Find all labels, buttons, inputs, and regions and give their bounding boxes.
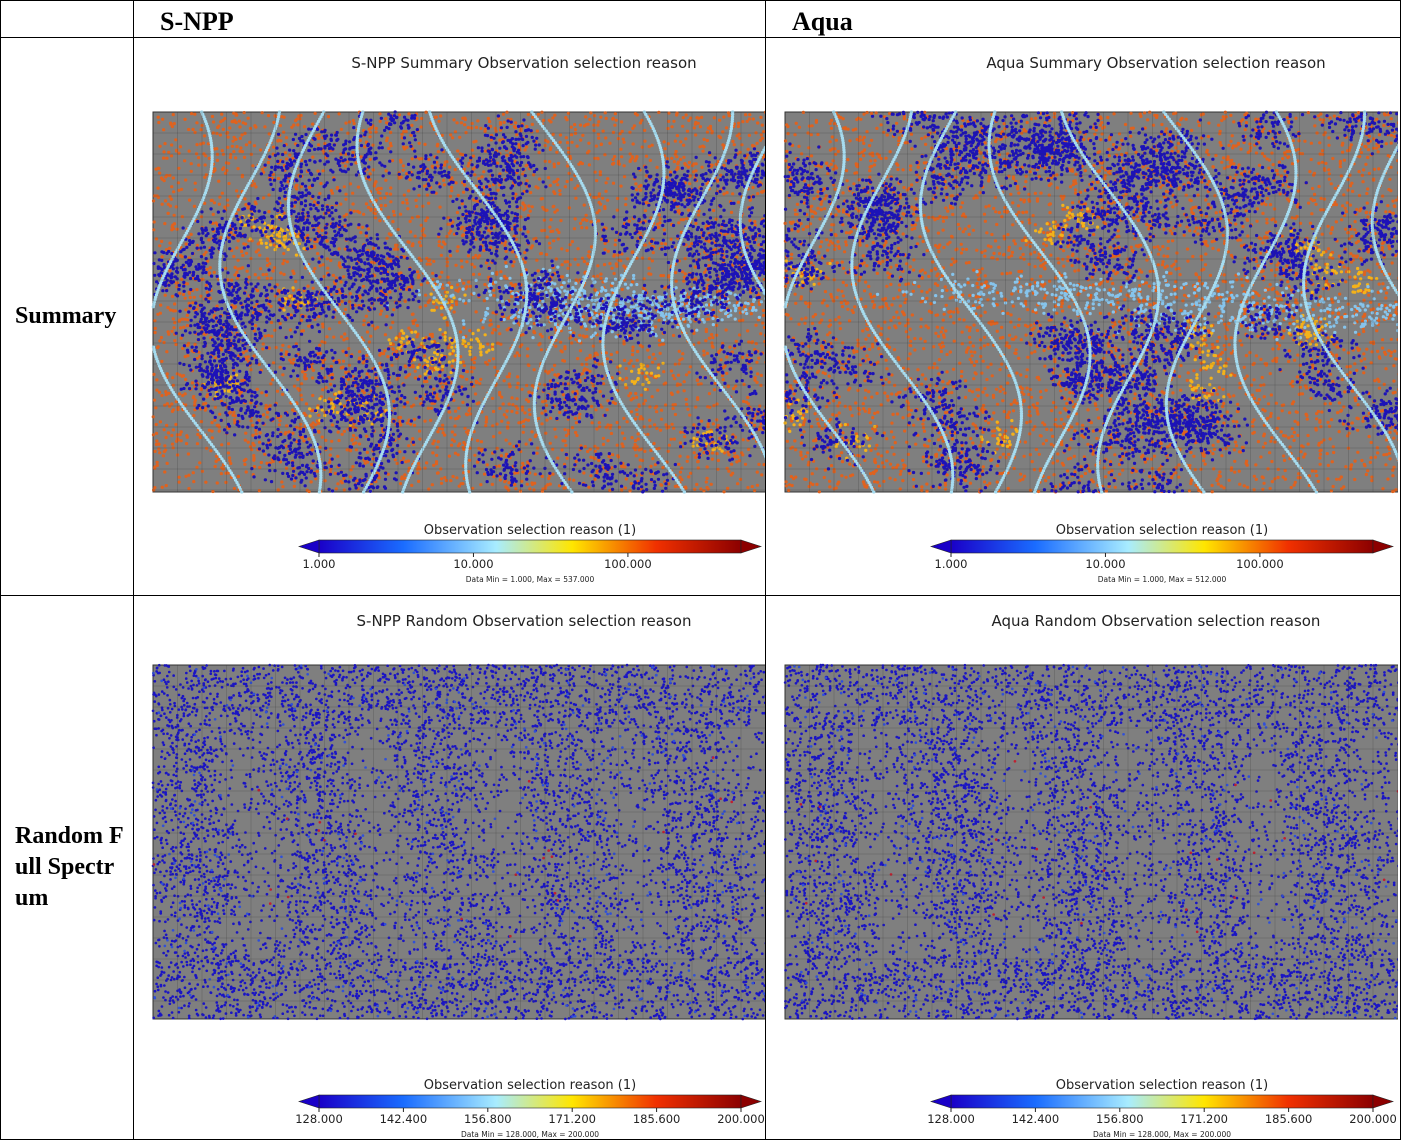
map-grid [784, 664, 1398, 1019]
panel-cell: S-NPP Random Observation selection reaso… [133, 595, 766, 1140]
colorbar-tick-label: 128.000 [295, 1112, 343, 1126]
data-range-note: Data Min = 1.000, Max = 512.000 [1098, 575, 1227, 584]
colorbar-tick-label: 1.000 [303, 557, 336, 571]
data-range-note: Data Min = 128.000, Max = 200.000 [1093, 1130, 1231, 1138]
colorbar-tick-label: 185.600 [1265, 1112, 1313, 1126]
colorbar-tick-label: 142.400 [1012, 1112, 1060, 1126]
panel-cell: Aqua Summary Observation selection reaso… [765, 37, 1401, 596]
map-dots [151, 663, 765, 1021]
colorbar-label: Observation selection reason (1) [424, 523, 636, 538]
colorbar-arrow [298, 1094, 320, 1109]
column-header: S-NPP [133, 0, 766, 38]
colorbar-tick-label: 171.200 [548, 1112, 596, 1126]
colorbar-label: Observation selection reason (1) [1056, 1078, 1268, 1093]
colorbar-label: Observation selection reason (1) [424, 1078, 636, 1093]
colorbar-arrow [740, 539, 762, 554]
panel-cell: Aqua Random Observation selection reason… [765, 595, 1401, 1140]
panel-cell: S-NPP Summary Observation selection reas… [133, 37, 766, 596]
colorbar-label: Observation selection reason (1) [1056, 523, 1268, 538]
colorbar-arrow [1372, 539, 1394, 554]
colorbar-tick-label: 1.000 [935, 557, 968, 571]
plot-panel: S-NPP Random Observation selection reaso… [151, 612, 765, 1138]
colorbar-tick-label: 142.400 [380, 1112, 428, 1126]
table-row: Random Full Spectrum S-NPP Random Observ… [0, 595, 1401, 1140]
colorbar-tick-label: 156.800 [464, 1112, 512, 1126]
colorbar-arrow [930, 539, 952, 554]
plot-panel: Aqua Summary Observation selection reaso… [783, 54, 1398, 584]
colorbar-tick-label: 10.000 [1085, 557, 1125, 571]
plot-panel: Aqua Random Observation selection reason… [783, 612, 1398, 1138]
colorbar [950, 539, 1374, 554]
plot-title: S-NPP Random Observation selection reaso… [357, 612, 692, 630]
colorbar [950, 1094, 1374, 1109]
colorbar [318, 1094, 742, 1109]
colorbar-tick-label: 156.800 [1096, 1112, 1144, 1126]
map-dots [787, 663, 1398, 1020]
map-dots [799, 760, 1398, 934]
colorbar-tick-label: 128.000 [927, 1112, 975, 1126]
colorbar-tick-label: 100.000 [604, 557, 652, 571]
colorbar-arrow [298, 539, 320, 554]
row-label: Summary [0, 37, 134, 596]
plot-title: Aqua Random Observation selection reason [992, 612, 1321, 630]
colorbar-tick-label: 200.000 [717, 1112, 765, 1126]
colorbar-arrow [740, 1094, 762, 1109]
header-row: S-NPP Aqua [0, 0, 1401, 38]
map-grid [152, 111, 765, 492]
colorbar-tick-label: 171.200 [1180, 1112, 1228, 1126]
data-range-note: Data Min = 128.000, Max = 200.000 [461, 1130, 599, 1138]
plot-title: Aqua Summary Observation selection reaso… [986, 54, 1325, 72]
corner-cell [0, 0, 134, 38]
map-grid [152, 664, 765, 1019]
table-row: Summary S-NPP Summary Observation select… [0, 37, 1401, 596]
plot-panel: S-NPP Summary Observation selection reas… [151, 54, 765, 584]
colorbar [318, 539, 742, 554]
plot-title: S-NPP Summary Observation selection reas… [351, 54, 696, 72]
colorbar-tick-label: 200.000 [1349, 1112, 1397, 1126]
colorbar-tick-label: 100.000 [1236, 557, 1284, 571]
colorbar-arrow [1372, 1094, 1394, 1109]
colorbar-arrow [930, 1094, 952, 1109]
colorbar-tick-label: 10.000 [453, 557, 493, 571]
data-range-note: Data Min = 1.000, Max = 537.000 [466, 575, 595, 584]
column-header: Aqua [765, 0, 1401, 38]
row-label: Random Full Spectrum [0, 595, 134, 1140]
colorbar-tick-label: 185.600 [633, 1112, 681, 1126]
map-grid [784, 111, 1398, 492]
